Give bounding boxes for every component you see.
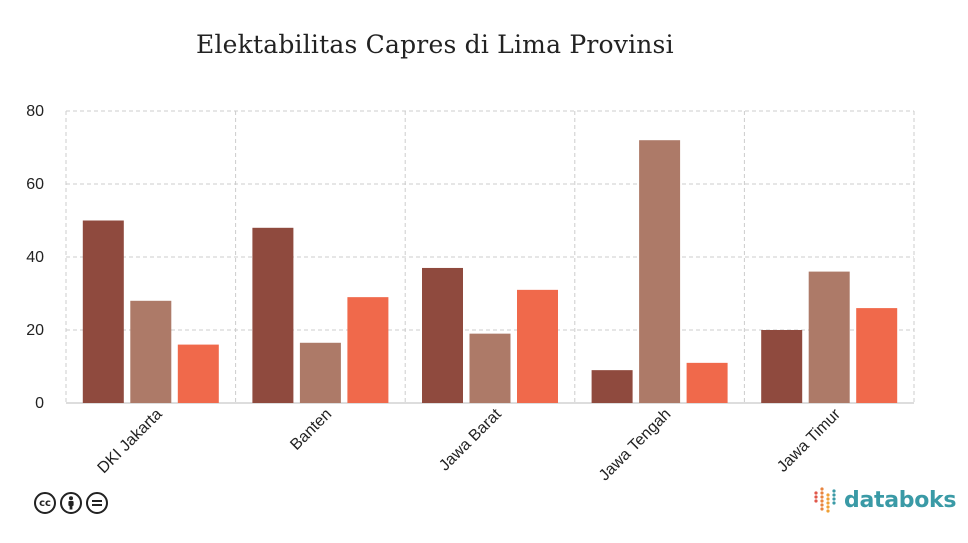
y-tick-label: 0 xyxy=(35,395,44,412)
bar xyxy=(808,271,850,403)
x-tick-label: Banten xyxy=(287,406,335,454)
bar xyxy=(82,220,124,403)
logo-dot xyxy=(814,499,818,503)
logo-dot xyxy=(832,493,836,497)
bar xyxy=(856,308,898,403)
bar xyxy=(469,333,511,403)
y-tick-label: 60 xyxy=(26,176,44,193)
bar xyxy=(252,227,294,403)
bar xyxy=(761,330,803,403)
y-tick-label: 20 xyxy=(26,322,44,339)
y-axis-ticks: 0 20 40 60 80 xyxy=(26,103,44,412)
brand-name: databoks xyxy=(844,487,957,513)
bar xyxy=(591,370,633,403)
x-tick-label: DKI Jakarta xyxy=(94,406,165,477)
logo-dot xyxy=(820,495,824,499)
cc-icon: cc xyxy=(34,492,56,514)
logo-dot xyxy=(820,499,824,503)
databoks-logo-icon xyxy=(814,487,836,513)
bars xyxy=(82,140,898,403)
logo-dot xyxy=(820,507,824,511)
x-axis-labels: DKI Jakarta Banten Jawa Barat Jawa Tengah Ja… xyxy=(94,405,844,484)
no-derivatives-icon xyxy=(86,492,108,514)
y-tick-label: 40 xyxy=(26,249,44,266)
logo-dot xyxy=(826,505,830,509)
logo-dot xyxy=(820,503,824,507)
logo-dot xyxy=(826,497,830,501)
bar xyxy=(422,267,463,403)
logo-dot xyxy=(820,487,824,491)
x-tick-label: Jawa Timur xyxy=(774,405,844,475)
y-tick-label: 80 xyxy=(26,103,44,120)
logo-dot xyxy=(832,489,836,493)
logo-dot xyxy=(826,501,830,505)
license-badges: cc xyxy=(34,492,108,514)
bar xyxy=(299,342,341,403)
logo-dot xyxy=(814,495,818,499)
chart-title: Elektabilitas Capres di Lima Provinsi xyxy=(196,30,674,59)
logo-dot xyxy=(832,497,836,501)
bar xyxy=(639,140,681,403)
logo-dot xyxy=(832,501,836,505)
x-tick-label: Jawa Barat xyxy=(436,405,505,474)
bar xyxy=(130,300,172,403)
bar xyxy=(177,344,219,403)
logo-dot xyxy=(826,509,830,513)
bar xyxy=(517,289,558,403)
logo-dot xyxy=(826,493,830,497)
logo-dot xyxy=(814,491,818,495)
logo-dot xyxy=(820,491,824,495)
attribution-icon xyxy=(60,492,82,514)
bar xyxy=(347,297,389,403)
bar xyxy=(686,362,728,403)
brand-logo: databoks xyxy=(812,487,956,513)
x-tick-label: Jawa Tengah xyxy=(596,406,674,484)
